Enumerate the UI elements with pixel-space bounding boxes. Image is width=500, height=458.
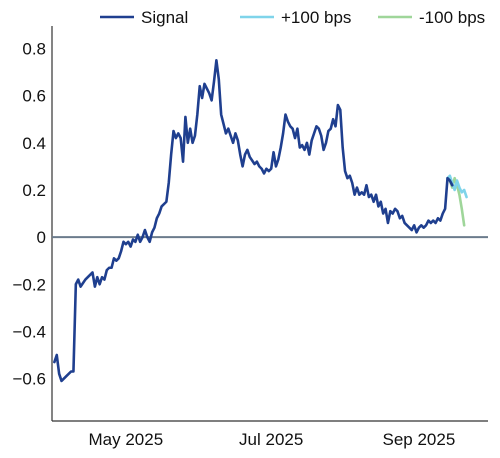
y-tick-label: 0.4 bbox=[22, 134, 46, 153]
y-tick-label: 0.8 bbox=[22, 40, 46, 59]
x-tick-label: May 2025 bbox=[89, 430, 164, 449]
y-tick-label: −0.4 bbox=[12, 322, 46, 341]
y-tick-label: 0.6 bbox=[22, 87, 46, 106]
y-tick-label: −0.2 bbox=[12, 275, 46, 294]
legend-label-100-bps: -100 bps bbox=[419, 8, 485, 27]
x-axis-ticks: May 2025 Jul 2025 Sep 2025 bbox=[89, 430, 456, 449]
y-tick-label: 0 bbox=[37, 228, 46, 247]
series-line-100-bps bbox=[446, 174, 468, 199]
legend-label-signal: Signal bbox=[141, 8, 188, 27]
y-tick-label: 0.2 bbox=[22, 181, 46, 200]
x-tick-label: Sep 2025 bbox=[383, 430, 456, 449]
legend-label-100-bps: +100 bps bbox=[281, 8, 351, 27]
y-tick-label: −0.6 bbox=[12, 370, 46, 389]
series-lines bbox=[53, 58, 468, 383]
series-line-signal bbox=[53, 58, 454, 383]
legend: Signal +100 bps -100 bps bbox=[100, 8, 485, 27]
x-tick-label: Jul 2025 bbox=[239, 430, 303, 449]
y-axis-ticks: −0.6 −0.4 −0.2 0 0.2 0.4 0.6 0.8 bbox=[12, 40, 46, 389]
